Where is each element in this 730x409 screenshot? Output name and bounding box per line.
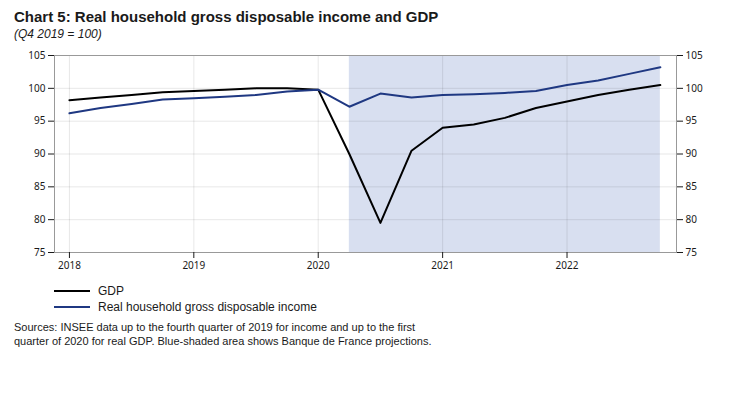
svg-text:90: 90	[686, 146, 698, 160]
svg-text:2018: 2018	[58, 258, 81, 272]
svg-text:90: 90	[34, 146, 46, 160]
svg-text:80: 80	[34, 212, 46, 226]
html-text:Sources: INSEE data up to the: Sources: INSEE data up to the fourth qua…	[14, 321, 432, 348]
svg-text:80: 80	[686, 212, 698, 226]
svg-text:105: 105	[28, 48, 45, 62]
svg-text:100: 100	[686, 81, 703, 95]
svg-text:75: 75	[34, 245, 46, 259]
svg-text:95: 95	[686, 113, 698, 127]
html-text:(Q4 2019 = 100): (Q4 2019 = 100)	[14, 27, 102, 41]
svg-text:2022: 2022	[556, 258, 579, 272]
svg-text:95: 95	[34, 113, 46, 127]
svg-text:85: 85	[686, 179, 698, 193]
html-text:Chart 5: Real household gross: Chart 5: Real household gross disposable…	[14, 8, 439, 25]
svg-text:75: 75	[686, 245, 698, 259]
svg-text:2021: 2021	[431, 258, 454, 272]
html-text:Real household gross disposabl: Real household gross disposable income	[98, 300, 317, 314]
svg-text:105: 105	[686, 48, 703, 62]
svg-text:2019: 2019	[182, 258, 205, 272]
svg-text:85: 85	[34, 179, 46, 193]
html-text:GDP: GDP	[98, 284, 124, 298]
svg-text:2020: 2020	[307, 258, 330, 272]
svg-text:100: 100	[28, 81, 45, 95]
